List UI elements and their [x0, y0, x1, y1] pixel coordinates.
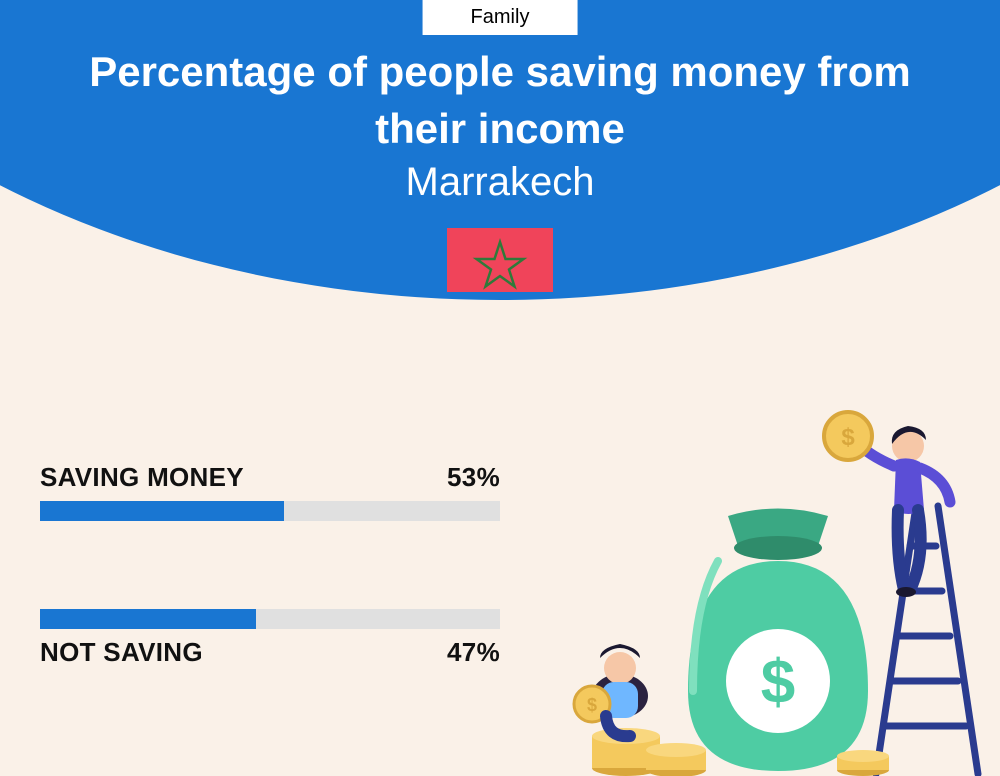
- category-text: Family: [471, 6, 530, 28]
- person-climbing-icon: $: [824, 412, 950, 597]
- page-subtitle: Marrakech: [0, 160, 1000, 205]
- bar-saving-money: SAVING MONEY 53%: [40, 462, 500, 521]
- svg-text:$: $: [841, 424, 855, 451]
- bar-track: [40, 609, 500, 629]
- morocco-flag-icon: [447, 228, 553, 292]
- bar-fill: [40, 609, 256, 629]
- category-badge: Family: [423, 0, 578, 35]
- svg-text:$: $: [761, 648, 795, 717]
- svg-text:$: $: [587, 695, 597, 715]
- bar-value: 47%: [447, 637, 500, 668]
- ladder-icon: [876, 506, 978, 774]
- page-title: Percentage of people saving money from t…: [0, 44, 1000, 157]
- bar-value: 53%: [447, 462, 500, 493]
- bar-label: NOT SAVING: [40, 637, 203, 668]
- bar-chart: SAVING MONEY 53% NOT SAVING 47%: [40, 462, 500, 756]
- savings-illustration-icon: $ $ $: [558, 406, 988, 776]
- person-sitting-icon: $: [574, 644, 648, 736]
- bar-not-saving: NOT SAVING 47%: [40, 609, 500, 668]
- bar-label: SAVING MONEY: [40, 462, 244, 493]
- coin-stack-front-icon: [837, 750, 889, 776]
- bar-track: [40, 501, 500, 521]
- bar-fill: [40, 501, 284, 521]
- money-bag-icon: $: [688, 509, 868, 772]
